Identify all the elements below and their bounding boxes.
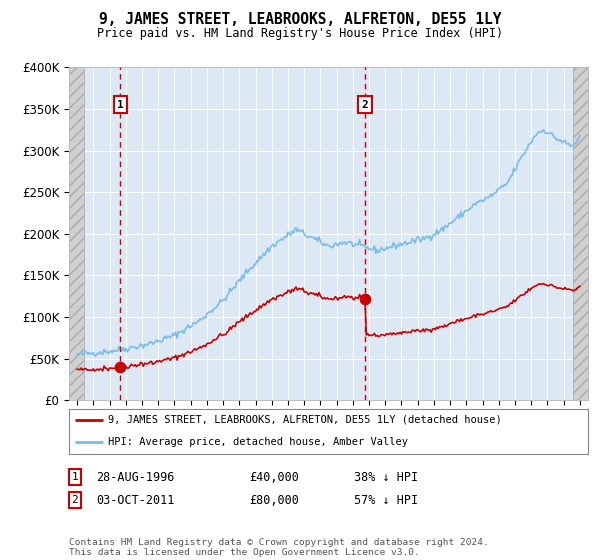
Text: 1: 1 bbox=[71, 472, 79, 482]
Text: £80,000: £80,000 bbox=[249, 493, 299, 507]
Text: 2: 2 bbox=[71, 495, 79, 505]
Text: 03-OCT-2011: 03-OCT-2011 bbox=[96, 493, 175, 507]
Text: Price paid vs. HM Land Registry's House Price Index (HPI): Price paid vs. HM Land Registry's House … bbox=[97, 27, 503, 40]
Text: 2: 2 bbox=[362, 100, 368, 110]
Bar bbox=[69, 67, 84, 400]
Text: £40,000: £40,000 bbox=[249, 470, 299, 484]
Text: 1: 1 bbox=[117, 100, 124, 110]
Text: 9, JAMES STREET, LEABROOKS, ALFRETON, DE55 1LY (detached house): 9, JAMES STREET, LEABROOKS, ALFRETON, DE… bbox=[108, 415, 502, 425]
Text: Contains HM Land Registry data © Crown copyright and database right 2024.
This d: Contains HM Land Registry data © Crown c… bbox=[69, 538, 489, 557]
Text: 57% ↓ HPI: 57% ↓ HPI bbox=[354, 493, 418, 507]
Bar bbox=[573, 67, 588, 400]
Point bbox=[116, 362, 125, 371]
Text: 9, JAMES STREET, LEABROOKS, ALFRETON, DE55 1LY: 9, JAMES STREET, LEABROOKS, ALFRETON, DE… bbox=[99, 12, 501, 27]
Point bbox=[360, 295, 370, 304]
Text: 28-AUG-1996: 28-AUG-1996 bbox=[96, 470, 175, 484]
Text: 38% ↓ HPI: 38% ↓ HPI bbox=[354, 470, 418, 484]
Text: HPI: Average price, detached house, Amber Valley: HPI: Average price, detached house, Ambe… bbox=[108, 437, 408, 447]
